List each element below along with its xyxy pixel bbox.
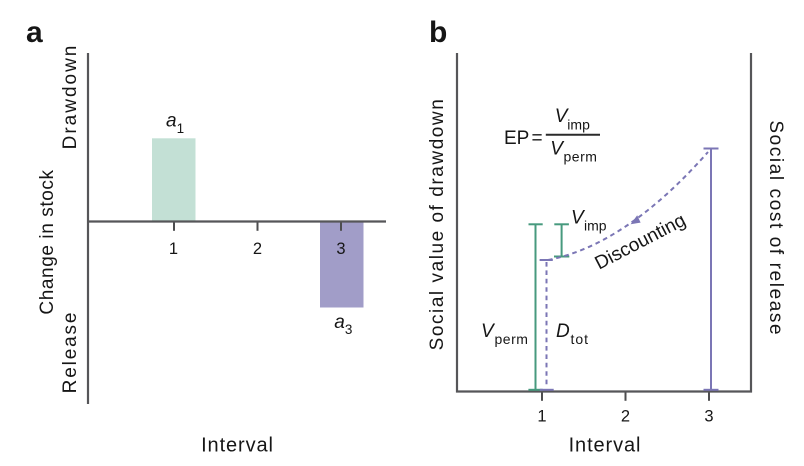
- svg-text:Social value of drawdown: Social value of drawdown: [427, 98, 448, 351]
- svg-text:=: =: [532, 128, 543, 149]
- svg-text:1: 1: [177, 121, 185, 136]
- svg-text:1: 1: [169, 240, 178, 258]
- svg-text:tot: tot: [571, 331, 590, 347]
- svg-text:D: D: [556, 321, 570, 342]
- svg-text:EP: EP: [504, 128, 529, 149]
- svg-text:a: a: [334, 312, 345, 333]
- svg-text:2: 2: [621, 408, 630, 426]
- svg-text:b: b: [429, 16, 447, 49]
- svg-text:V: V: [550, 139, 565, 160]
- svg-text:V: V: [571, 207, 586, 228]
- svg-text:Interval: Interval: [569, 434, 642, 456]
- svg-text:imp: imp: [584, 217, 607, 233]
- svg-text:3: 3: [704, 408, 713, 426]
- svg-text:3: 3: [336, 240, 345, 258]
- svg-text:Social cost of release: Social cost of release: [765, 120, 786, 336]
- svg-text:2: 2: [253, 240, 262, 258]
- svg-text:3: 3: [345, 322, 353, 337]
- svg-text:a: a: [26, 16, 43, 49]
- svg-text:V: V: [555, 106, 570, 127]
- svg-text:Drawdown: Drawdown: [60, 44, 81, 150]
- svg-text:perm: perm: [564, 149, 598, 165]
- svg-text:Release: Release: [60, 311, 81, 394]
- svg-text:imp: imp: [567, 117, 590, 133]
- svg-text:a: a: [166, 110, 177, 131]
- svg-text:Change in stock: Change in stock: [37, 169, 58, 314]
- svg-text:V: V: [481, 321, 496, 342]
- svg-text:perm: perm: [495, 331, 529, 347]
- svg-text:Interval: Interval: [201, 434, 274, 456]
- svg-text:1: 1: [537, 408, 546, 426]
